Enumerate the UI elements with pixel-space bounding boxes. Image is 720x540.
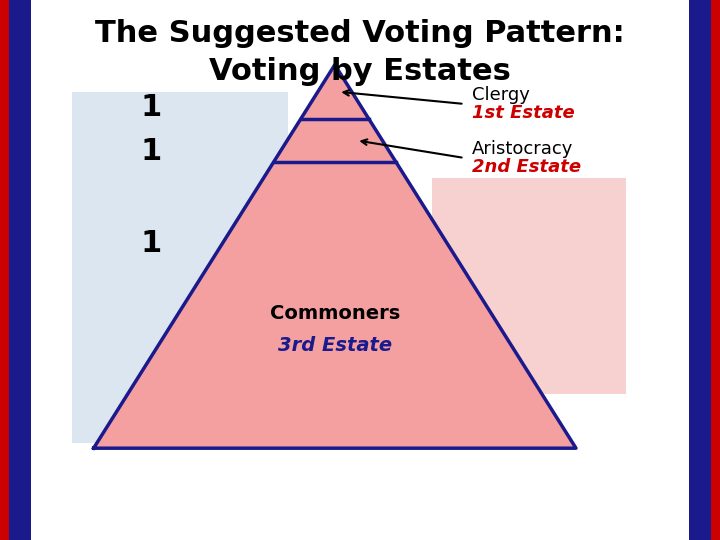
Text: 3rd Estate: 3rd Estate bbox=[278, 336, 392, 355]
Text: 1: 1 bbox=[140, 228, 162, 258]
Text: Aristocracy: Aristocracy bbox=[472, 139, 573, 158]
Bar bbox=[72, 92, 288, 443]
Text: The Suggested Voting Pattern:: The Suggested Voting Pattern: bbox=[95, 19, 625, 48]
Text: Commoners: Commoners bbox=[270, 303, 400, 323]
Bar bbox=[432, 178, 626, 394]
Text: 1: 1 bbox=[140, 93, 162, 123]
Text: Voting by Estates: Voting by Estates bbox=[209, 57, 511, 86]
Text: 1st Estate: 1st Estate bbox=[472, 104, 575, 123]
Text: Clergy: Clergy bbox=[472, 85, 529, 104]
Polygon shape bbox=[94, 65, 576, 448]
Text: 1: 1 bbox=[140, 137, 162, 166]
Text: 2nd Estate: 2nd Estate bbox=[472, 158, 581, 177]
